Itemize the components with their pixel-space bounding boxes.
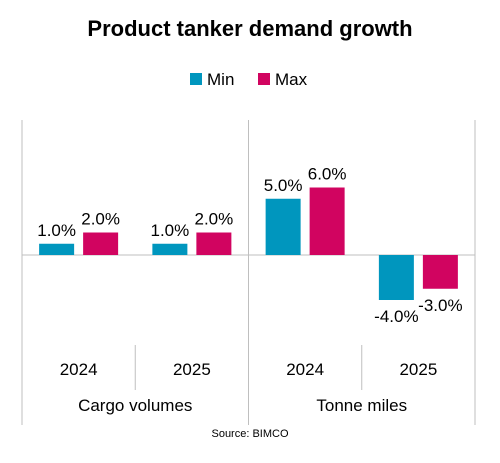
legend-label-max: Max [275,70,308,89]
data-label-max-0: 2.0% [81,210,120,229]
legend-swatch-max [258,73,270,85]
bar-min-1 [152,243,188,255]
bar-max-3 [422,255,458,289]
bars [39,187,458,300]
bar-max-0 [83,232,119,255]
data-label-max-3: -3.0% [418,296,462,315]
bar-min-2 [265,198,301,255]
data-label-min-2: 5.0% [264,176,303,195]
data-label-min-3: -4.0% [374,307,418,326]
bar-min-3 [378,255,414,300]
bar-max-2 [309,187,345,255]
data-label-max-1: 2.0% [195,210,234,229]
data-label-min-0: 1.0% [37,221,76,240]
group-label-0: Cargo volumes [78,396,192,415]
bar-min-0 [39,243,75,255]
bar-max-1 [196,232,232,255]
group-label-1: Tonne miles [316,396,407,415]
data-label-min-1: 1.0% [151,221,190,240]
legend-swatch-min [190,73,202,85]
category-label-0: 2024 [60,360,98,379]
data-label-max-2: 6.0% [308,165,347,184]
legend-label-min: Min [207,70,234,89]
category-axis: 2024 2025 2024 2025 Cargo volumes Tonne miles [60,360,438,415]
category-label-3: 2025 [399,360,437,379]
legend: Min Max [190,70,308,89]
chart-title: Product tanker demand growth [87,16,413,41]
source-label: Source: BIMCO [211,428,288,440]
category-label-2: 2024 [286,360,324,379]
category-label-1: 2025 [173,360,211,379]
data-labels: 1.0% 2.0% 1.0% 2.0% 5.0% 6.0% -4.0%-3.0% [37,165,462,327]
